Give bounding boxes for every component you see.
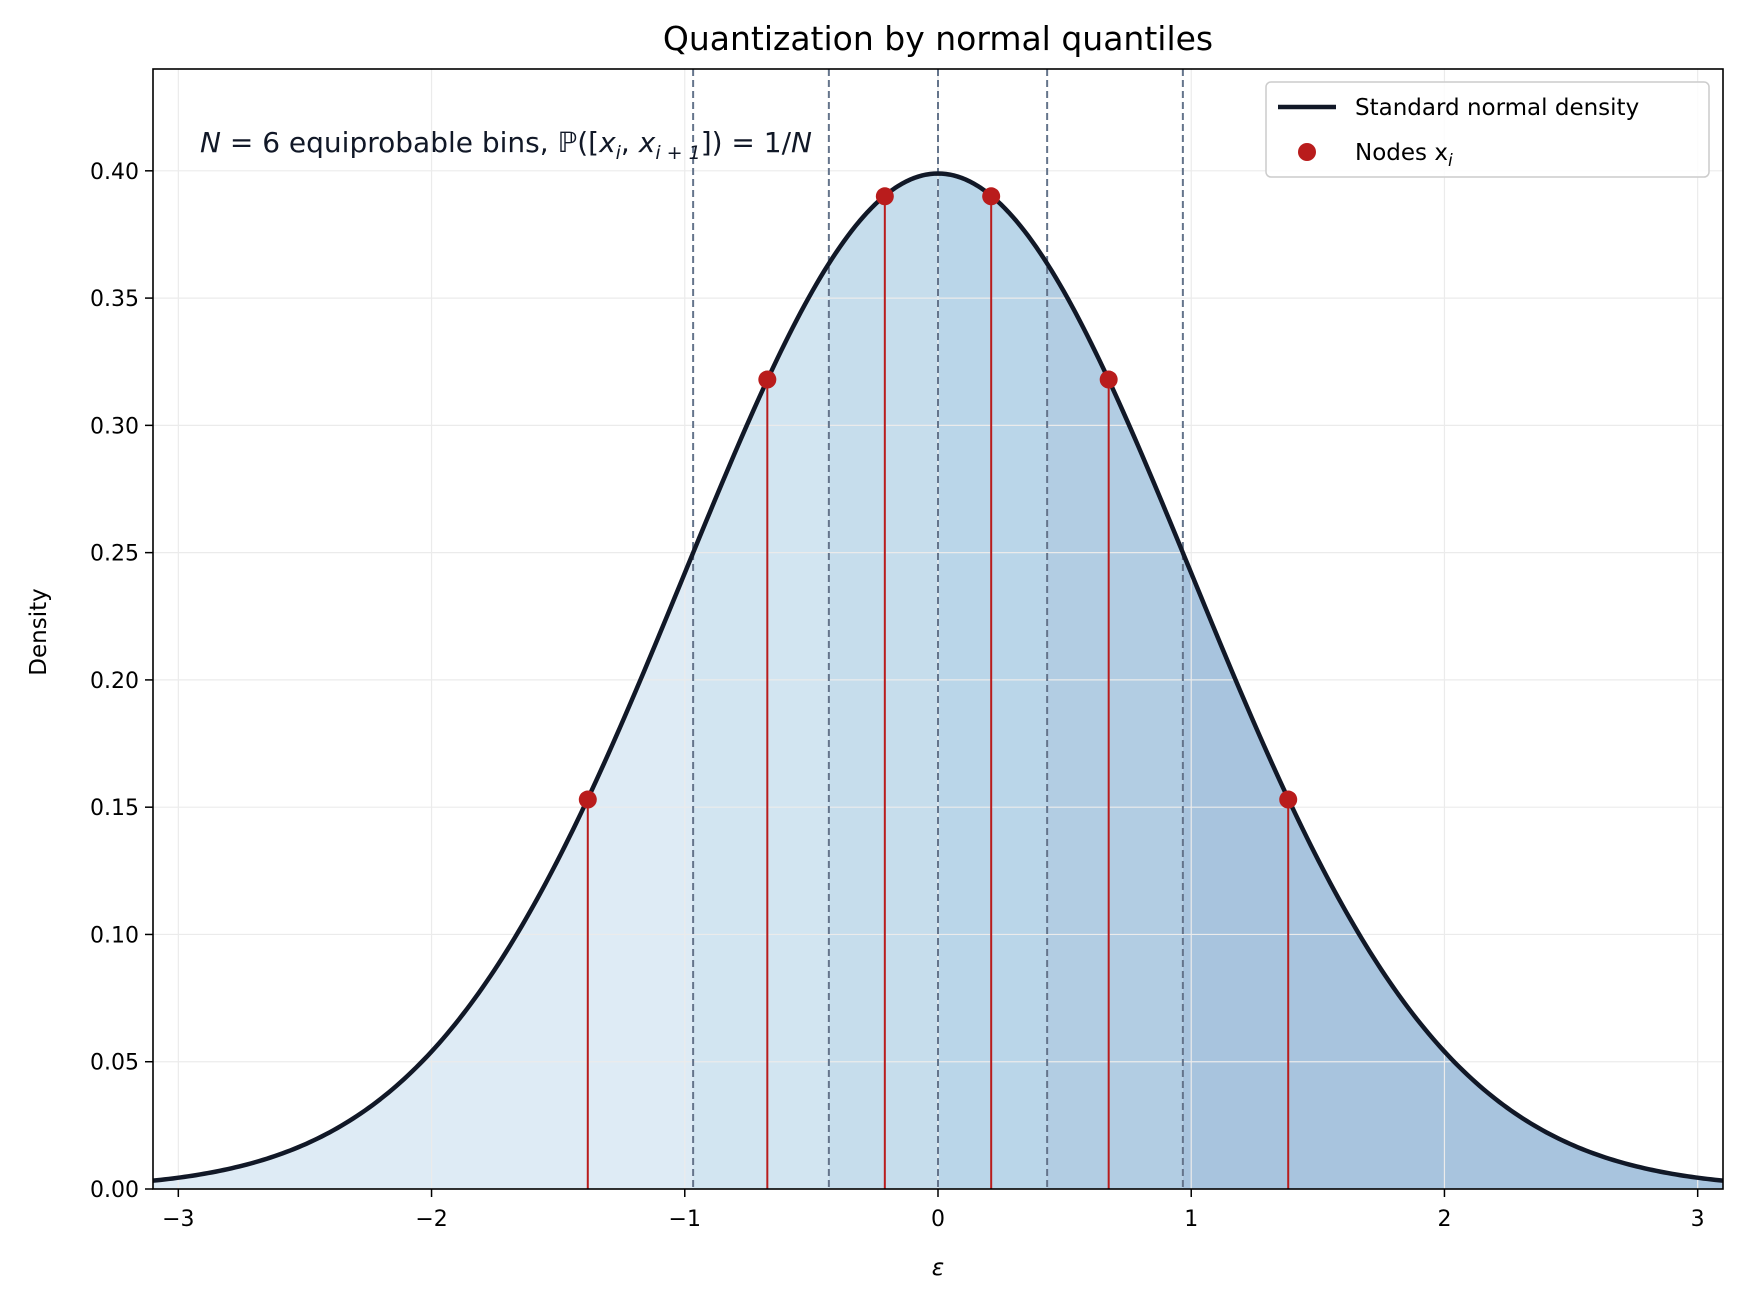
density-curve: [153, 171, 1723, 1183]
legend-nodes-text: Nodes x: [1355, 140, 1448, 166]
bin-fill-1: [153, 552, 694, 1189]
x-tick-label-0: −3: [162, 1207, 194, 1232]
node-points: [578, 187, 1298, 809]
y-tick-label-2: 0.10: [90, 923, 139, 948]
annotation-sub-i: i: [616, 142, 622, 164]
bin-fill-6: [1182, 552, 1723, 1189]
bin-fill-3: [828, 173, 938, 1189]
legend-point-swatch: [1298, 143, 1316, 161]
y-tick-label-0: 0.00: [90, 1178, 139, 1203]
y-tick-label-3: 0.15: [90, 796, 139, 821]
x-tick-label-6: 3: [1691, 1207, 1705, 1232]
bin-fill-4: [938, 173, 1048, 1189]
y-tick-label-8: 0.40: [90, 160, 139, 185]
annotation-close: ]) = 1/: [701, 126, 792, 159]
x-tick-label-3: 0: [931, 1207, 945, 1232]
annotation-xi1: x: [638, 126, 656, 159]
annotation-prob: ℙ: [558, 126, 578, 159]
bin-fills: [153, 173, 1723, 1189]
annotation-sub-i1: i + 1: [655, 142, 700, 164]
y-tick-label-4: 0.20: [90, 669, 139, 694]
node-point-2: [758, 370, 777, 389]
x-tick-label-1: −2: [415, 1207, 447, 1232]
x-tick-label-4: 1: [1184, 1207, 1198, 1232]
y-tick-label-6: 0.30: [90, 414, 139, 439]
x-tick-label-2: −1: [669, 1207, 701, 1232]
legend-nodes-sub: i: [1448, 151, 1453, 171]
node-point-1: [578, 790, 597, 809]
x-axis: −3 −2 −1 0 1 2 3: [162, 1189, 1705, 1232]
y-tick-label-7: 0.35: [90, 287, 139, 312]
legend-box: [1265, 81, 1710, 178]
node-point-5: [1099, 370, 1118, 389]
annotation-xi: x: [598, 126, 616, 159]
legend-label-nodes: Nodes xi: [1355, 140, 1453, 171]
chart-title: Quantization by normal quantiles: [663, 19, 1213, 58]
node-point-3: [875, 187, 894, 206]
annotation-middle: = 6 equiprobable bins,: [221, 126, 558, 159]
node-point-4: [982, 187, 1001, 206]
node-stems: [586, 196, 1290, 1189]
legend: Standard normal density Nodes xi: [1265, 81, 1710, 178]
y-tick-label-5: 0.25: [90, 542, 139, 567]
annotation-open: ([: [577, 126, 599, 159]
x-tick-label-5: 2: [1437, 1207, 1451, 1232]
y-axis-label: Density: [26, 588, 52, 675]
y-axis: 0.00 0.05 0.10 0.15 0.20 0.25 0.30 0.35 0.40: [90, 160, 153, 1203]
legend-label-density: Standard normal density: [1355, 95, 1639, 121]
annotation-n2: N: [791, 126, 812, 159]
x-axis-label: ε: [932, 1255, 944, 1281]
bin-fill-2: [693, 263, 829, 1189]
annotation-n: N: [200, 126, 221, 159]
y-tick-label-1: 0.05: [90, 1051, 139, 1076]
annotation-comma: ,: [621, 126, 639, 159]
node-point-6: [1279, 790, 1298, 809]
annotation: N = 6 equiprobable bins, ℙ([xi, xi + 1])…: [200, 126, 812, 164]
density-curve-group: [153, 171, 1723, 1183]
bin-fill-5: [1047, 263, 1183, 1189]
